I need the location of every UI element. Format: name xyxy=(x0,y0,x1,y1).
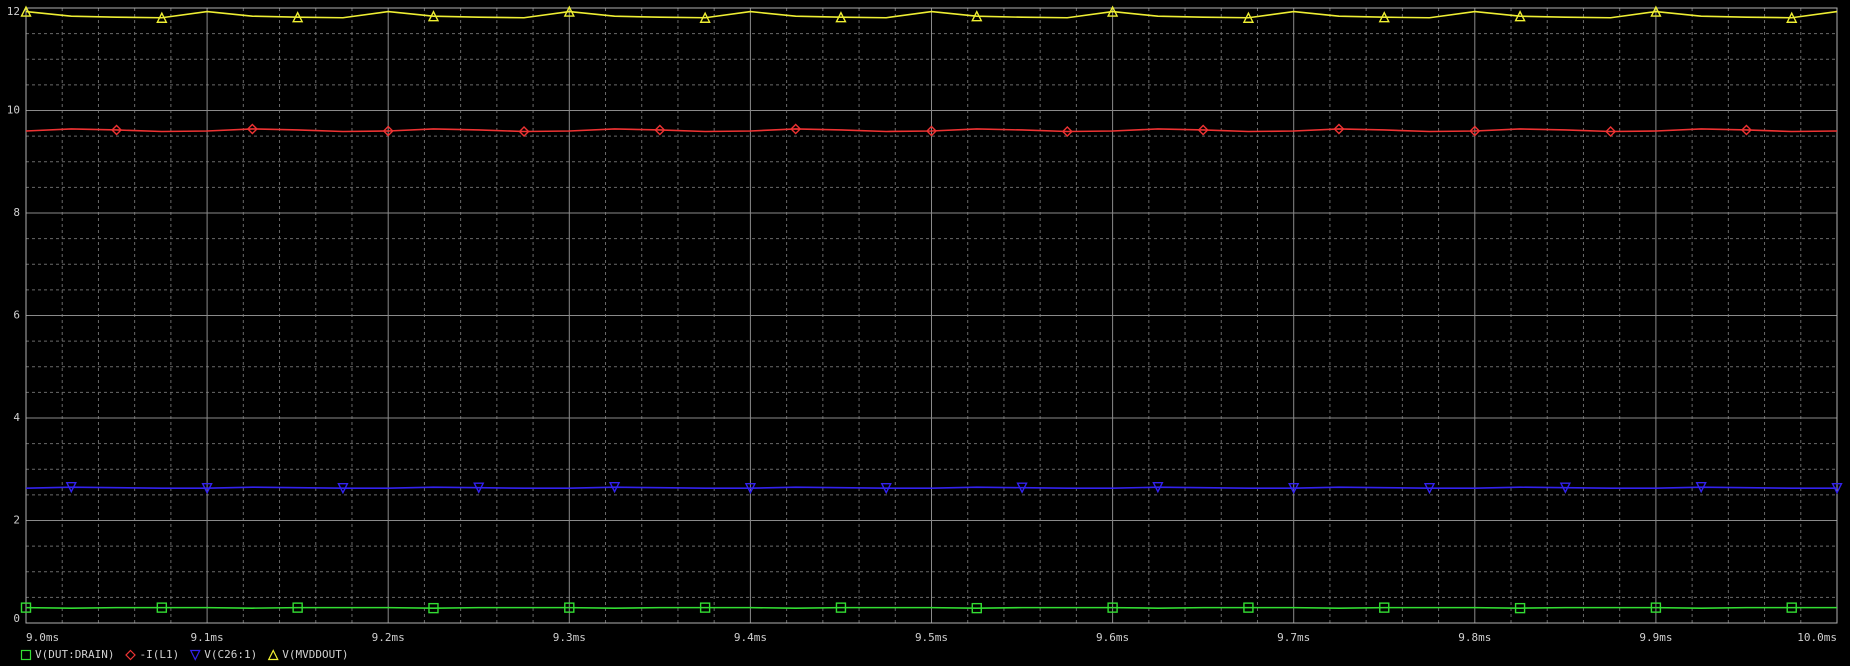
marker xyxy=(1514,10,1526,22)
legend-item: V(DUT:DRAIN) xyxy=(20,648,114,661)
marker xyxy=(1786,602,1797,613)
x-tick-label: 9.8ms xyxy=(1458,631,1491,644)
marker xyxy=(1514,602,1526,614)
legend-item: V(C26:1) xyxy=(189,648,257,661)
marker xyxy=(337,483,349,495)
marker xyxy=(1786,11,1798,23)
marker xyxy=(1559,482,1571,494)
series-line xyxy=(25,606,1837,609)
marker xyxy=(1152,481,1164,494)
marker xyxy=(1650,602,1662,613)
plot-frame xyxy=(25,7,1838,624)
marker xyxy=(608,481,621,494)
marker xyxy=(1605,126,1617,138)
marker xyxy=(20,5,32,17)
marker xyxy=(65,481,77,494)
marker xyxy=(473,482,485,494)
marker xyxy=(20,602,32,613)
legend-item: V(MVDDOUT) xyxy=(267,648,348,661)
marker xyxy=(563,5,575,17)
marker xyxy=(1061,126,1073,138)
y-tick-label: 0 xyxy=(13,612,20,625)
marker xyxy=(1016,482,1028,494)
marker xyxy=(292,602,303,613)
marker xyxy=(246,123,258,135)
x-tick-label: 10.0ms xyxy=(1797,631,1837,644)
marker xyxy=(20,649,32,661)
marker xyxy=(926,125,937,137)
marker xyxy=(564,602,575,613)
y-tick-label: 8 xyxy=(13,206,20,219)
x-tick-label: 9.4ms xyxy=(734,631,767,644)
marker xyxy=(1469,125,1481,137)
marker xyxy=(518,126,530,138)
x-tick-label: 9.0ms xyxy=(26,631,59,644)
marker xyxy=(790,123,802,135)
marker xyxy=(292,11,304,23)
marker xyxy=(111,124,123,136)
marker xyxy=(1107,602,1118,613)
x-tick-label: 9.5ms xyxy=(915,631,948,644)
x-tick-label: 9.6ms xyxy=(1096,631,1129,644)
marker xyxy=(1831,483,1843,495)
legend-label: V(MVDDOUT) xyxy=(282,648,348,661)
marker xyxy=(654,124,666,136)
marker xyxy=(1740,124,1752,136)
marker xyxy=(1379,602,1390,613)
series-line xyxy=(25,486,1837,490)
marker xyxy=(1197,124,1209,136)
marker xyxy=(156,602,168,613)
marker xyxy=(267,649,279,661)
marker xyxy=(699,11,711,23)
legend-label: -I(L1) xyxy=(139,648,179,661)
marker xyxy=(744,483,757,495)
marker xyxy=(1650,5,1662,17)
marker xyxy=(971,602,982,614)
marker xyxy=(125,649,136,661)
x-tick-label: 9.9ms xyxy=(1639,631,1672,644)
y-tick-label: 6 xyxy=(13,309,20,322)
marker xyxy=(201,483,213,495)
y-tick-label: 2 xyxy=(13,514,20,527)
marker xyxy=(835,602,847,613)
legend-label: V(DUT:DRAIN) xyxy=(35,648,114,661)
marker xyxy=(189,649,201,661)
y-tick-label: 10 xyxy=(7,104,20,117)
marker xyxy=(427,10,440,22)
marker xyxy=(382,125,394,137)
marker xyxy=(428,602,439,614)
marker xyxy=(1106,5,1119,17)
legend-label: V(C26:1) xyxy=(204,648,257,661)
marker xyxy=(1378,11,1390,23)
marker xyxy=(1423,483,1436,495)
series-line xyxy=(25,128,1838,133)
x-tick-label: 9.3ms xyxy=(553,631,586,644)
series-line xyxy=(25,10,1838,19)
marker xyxy=(1333,123,1345,135)
marker xyxy=(880,483,892,495)
marker xyxy=(1695,481,1707,494)
marker xyxy=(1242,11,1255,23)
legend-item: -I(L1) xyxy=(125,648,179,661)
marker xyxy=(156,11,168,23)
x-tick-label: 9.2ms xyxy=(372,631,405,644)
marker xyxy=(699,602,711,613)
marker xyxy=(971,10,983,22)
marker xyxy=(1243,602,1254,613)
y-tick-label: 12 xyxy=(7,5,20,18)
marker xyxy=(1288,483,1300,495)
y-tick-label: 4 xyxy=(13,411,20,424)
x-tick-label: 9.7ms xyxy=(1277,631,1310,644)
x-tick-label: 9.1ms xyxy=(191,631,224,644)
marker xyxy=(835,11,847,23)
